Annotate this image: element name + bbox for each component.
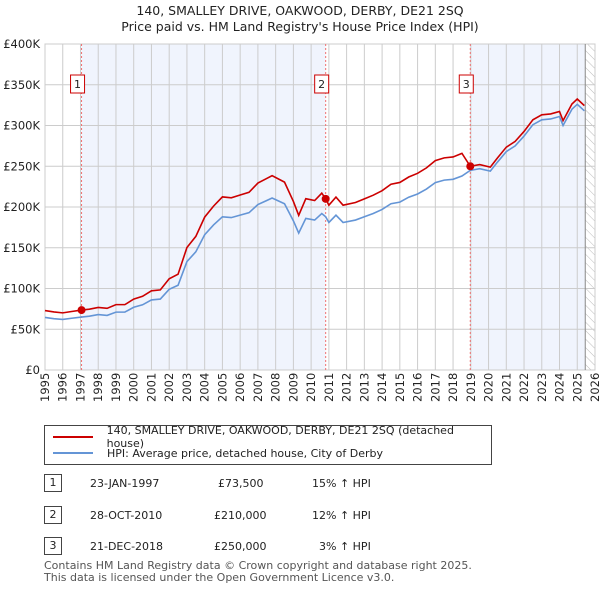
sale-point — [77, 306, 86, 315]
legend-item-hpi: HPI: Average price, detached house, City… — [53, 445, 383, 461]
x-tick-label: 2015 — [393, 373, 407, 402]
y-tick-label: £400K — [3, 37, 40, 51]
sale-label: 1 — [74, 78, 81, 91]
x-tick-label: 2006 — [233, 373, 247, 402]
chart-title: 140, SMALLEY DRIVE, OAKWOOD, DERBY, DE21… — [136, 3, 464, 18]
sale-date: 28-OCT-2010 — [90, 509, 163, 522]
x-tick-label: 2005 — [215, 373, 229, 402]
x-tick-label: 2010 — [304, 373, 318, 402]
footer-licence: This data is licensed under the Open Gov… — [44, 571, 395, 584]
x-tick-label: 2003 — [180, 373, 194, 402]
x-tick-label: 2024 — [553, 373, 567, 402]
footer-copyright: Contains HM Land Registry data © Crown c… — [44, 559, 472, 572]
hpi-diff: 3% ↑ HPI — [319, 540, 371, 553]
x-tick-label: 2012 — [340, 373, 354, 402]
x-tick-label: 2007 — [251, 373, 265, 402]
x-tick-label: 1998 — [91, 373, 105, 402]
legend-label-price: 140, SMALLEY DRIVE, OAKWOOD, DERBY, DE21… — [106, 424, 454, 450]
x-tick-label: 1997 — [73, 373, 87, 402]
x-tick-label: 2019 — [464, 373, 478, 402]
legend-label-hpi: HPI: Average price, detached house, City… — [107, 446, 384, 460]
legend-swatch-hpi — [53, 452, 93, 454]
sale-price: £250,000 — [214, 540, 267, 553]
marker-number: 1 — [44, 474, 62, 492]
footer: Contains HM Land Registry data © Crown c… — [44, 560, 472, 584]
x-tick-label: 2026 — [588, 373, 600, 402]
sale-price: £210,000 — [214, 509, 267, 522]
x-tick-label: 2017 — [428, 373, 442, 402]
x-tick-label: 2001 — [144, 373, 158, 402]
x-tick-label: 2013 — [357, 373, 371, 402]
y-tick-label: £150K — [3, 241, 40, 255]
sale-label-box — [458, 74, 474, 94]
legend: 140, SMALLEY DRIVE, OAKWOOD, DERBY, DE21… — [44, 424, 492, 465]
y-tick-label: £300K — [3, 119, 40, 133]
sale-label: 2 — [318, 78, 325, 91]
plot-frame — [44, 43, 596, 371]
marker-number: 2 — [44, 506, 62, 524]
x-tick-label: 2004 — [198, 373, 212, 402]
x-tick-label: 2025 — [570, 373, 584, 402]
x-tick-label: 2008 — [269, 373, 283, 402]
sale-label-box — [314, 74, 330, 94]
x-tick-label: 2020 — [482, 373, 496, 402]
legend-item-price: 140, SMALLEY DRIVE, OAKWOOD, DERBY, DE21… — [53, 424, 491, 450]
x-tick-label: 1996 — [56, 373, 70, 402]
x-tick-label: 2022 — [517, 373, 531, 402]
x-tick-label: 1999 — [109, 373, 123, 402]
sale-date: 21-DEC-2018 — [90, 540, 164, 553]
x-tick-label: 2014 — [375, 373, 389, 402]
x-tick-label: 2009 — [286, 373, 300, 402]
price-chart: 1995 1996 1997 1998 1999 2000 2001 2002 2003 2004… — [3, 37, 600, 402]
marker-number: 3 — [44, 537, 62, 555]
sale-label: 3 — [463, 78, 470, 91]
sale-label-box — [70, 74, 86, 94]
x-tick-label: 2016 — [411, 373, 425, 402]
price-line — [44, 97, 585, 314]
x-tick-label: 2018 — [446, 373, 460, 402]
chart-subtitle: Price paid vs. HM Land Registry's House … — [121, 19, 479, 34]
sale-date: 23-JAN-1997 — [90, 477, 160, 490]
y-tick-label: £0 — [25, 363, 40, 377]
y-tick-label: £50K — [11, 322, 41, 336]
sale-point — [466, 162, 475, 171]
x-tick-label: 2002 — [162, 373, 176, 402]
x-tick-label: 1995 — [38, 373, 52, 402]
sale-point — [321, 194, 330, 203]
y-tick-label: £100K — [3, 282, 40, 296]
y-tick-label: £350K — [3, 78, 40, 92]
hpi-diff: 15% ↑ HPI — [312, 477, 371, 490]
sale-price: £73,500 — [218, 477, 264, 490]
x-tick-label: 2021 — [499, 373, 513, 402]
hpi-line — [44, 103, 585, 321]
x-tick-label: 2011 — [322, 373, 336, 402]
y-tick-label: £250K — [3, 159, 40, 173]
hpi-diff: 12% ↑ HPI — [312, 509, 371, 522]
x-tick-label: 2000 — [127, 373, 141, 402]
x-tick-label: 2023 — [535, 373, 549, 402]
y-tick-label: £200K — [3, 200, 40, 214]
legend-swatch-price — [53, 436, 93, 438]
